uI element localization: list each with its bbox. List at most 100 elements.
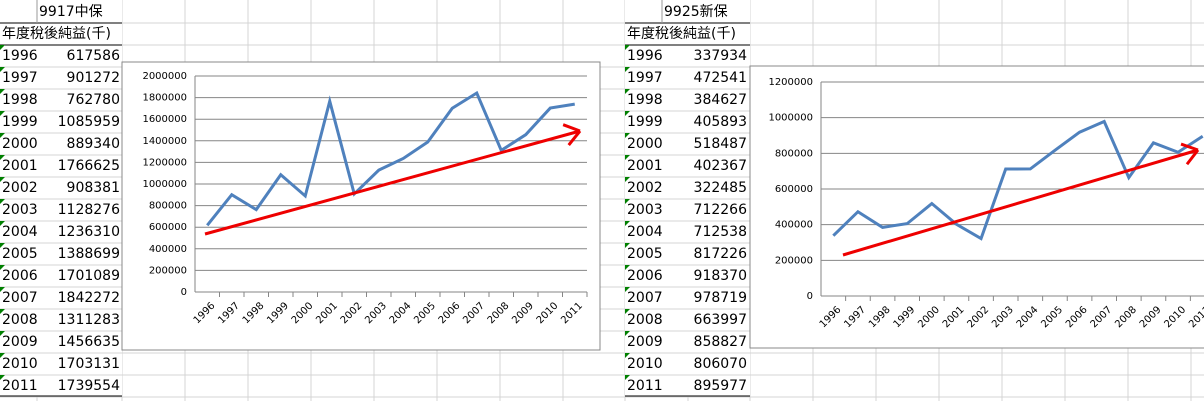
value-cell: 895977 <box>694 378 747 394</box>
table-header: 年度稅後純益(千) <box>2 26 111 42</box>
year-cell: 2006 <box>2 268 38 284</box>
year-cell: 1998 <box>627 92 663 108</box>
y-tick-label: 600000 <box>149 222 187 233</box>
cell-marker <box>0 331 5 336</box>
arrow-head <box>1185 149 1200 166</box>
cell-marker <box>625 67 630 72</box>
cell-marker <box>625 177 630 182</box>
y-tick-label: 800000 <box>149 201 187 212</box>
y-tick-label: 400000 <box>149 244 187 255</box>
cell-marker <box>625 243 630 248</box>
y-tick-label: 0 <box>807 291 813 302</box>
year-cell: 2007 <box>2 290 38 306</box>
year-cell: 2008 <box>627 312 663 328</box>
year-cell: 1996 <box>627 48 663 64</box>
value-cell: 817226 <box>694 246 748 262</box>
cell-marker <box>0 287 5 292</box>
value-cell: 1236310 <box>58 224 120 240</box>
value-cell: 1842272 <box>58 290 120 306</box>
cell-marker <box>625 309 630 314</box>
year-cell: 2011 <box>627 378 663 394</box>
cell-marker <box>0 243 5 248</box>
value-cell: 617586 <box>67 48 121 64</box>
value-cell: 405893 <box>694 114 747 130</box>
cell-marker <box>0 309 5 314</box>
table-header: 年度稅後純益(千) <box>627 26 736 42</box>
cell-marker <box>0 199 5 204</box>
year-cell: 2004 <box>627 224 663 240</box>
cell-marker <box>625 45 630 50</box>
table-title: 9925新保 <box>664 4 728 20</box>
value-cell: 908381 <box>67 180 120 196</box>
year-cell: 2010 <box>2 356 38 372</box>
cell-marker <box>625 111 630 116</box>
value-cell: 918370 <box>694 268 747 284</box>
value-cell: 1701089 <box>58 268 120 284</box>
year-cell: 2000 <box>627 136 663 152</box>
year-cell: 2004 <box>2 224 38 240</box>
cell-marker <box>625 287 630 292</box>
cell-marker <box>625 221 630 226</box>
year-cell: 2001 <box>627 158 663 174</box>
year-cell: 2001 <box>2 158 38 174</box>
value-cell: 1388699 <box>58 246 120 262</box>
year-cell: 2007 <box>627 290 663 306</box>
y-tick-label: 1200000 <box>142 157 187 168</box>
year-cell: 1999 <box>627 114 663 130</box>
cell-marker <box>625 331 630 336</box>
year-cell: 2005 <box>627 246 663 262</box>
value-cell: 1311283 <box>58 312 120 328</box>
value-cell: 806070 <box>694 356 747 372</box>
cell-marker <box>0 177 5 182</box>
y-tick-label: 2000000 <box>142 71 187 82</box>
arrow-head <box>562 123 581 133</box>
value-cell: 712266 <box>694 202 748 218</box>
arrow-head <box>1180 142 1199 152</box>
y-tick-label: 800000 <box>775 148 813 159</box>
year-cell: 2009 <box>627 334 663 350</box>
value-cell: 889340 <box>67 136 120 152</box>
chart-frame <box>749 65 1204 349</box>
year-cell: 2005 <box>2 246 38 262</box>
year-cell: 2009 <box>2 334 38 350</box>
cell-marker <box>625 353 630 358</box>
value-cell: 337934 <box>694 48 748 64</box>
value-cell: 712538 <box>694 224 747 240</box>
year-cell: 2003 <box>2 202 38 218</box>
cell-marker <box>0 375 5 380</box>
data-line <box>832 119 1204 241</box>
cell-marker <box>0 155 5 160</box>
value-cell: 322485 <box>694 180 747 196</box>
y-tick-label: 1000000 <box>768 113 813 124</box>
cell-marker <box>625 133 630 138</box>
trend-arrow <box>842 148 1199 257</box>
cell-marker <box>625 375 630 380</box>
year-cell: 1996 <box>2 48 38 64</box>
cell-marker <box>625 199 630 204</box>
y-tick-label: 200000 <box>149 265 187 276</box>
year-cell: 2002 <box>2 180 38 196</box>
year-cell: 1997 <box>2 70 38 86</box>
year-cell: 2011 <box>2 378 38 394</box>
cell-marker <box>625 155 630 160</box>
value-cell: 402367 <box>694 158 747 174</box>
year-cell: 2003 <box>627 202 663 218</box>
trend-arrow <box>204 129 581 236</box>
y-tick-label: 400000 <box>775 220 813 231</box>
year-cell: 2000 <box>2 136 38 152</box>
y-tick-label: 0 <box>181 287 187 298</box>
value-cell: 472541 <box>694 70 747 86</box>
year-cell: 1999 <box>2 114 38 130</box>
value-cell: 1766625 <box>58 158 120 174</box>
value-cell: 1703131 <box>58 356 120 372</box>
year-cell: 2006 <box>627 268 663 284</box>
y-tick-label: 1800000 <box>142 93 187 104</box>
cell-marker <box>0 67 5 72</box>
y-tick-label: 200000 <box>775 255 813 266</box>
cell-marker <box>625 89 630 94</box>
y-tick-label: 1400000 <box>142 136 187 147</box>
cell-marker <box>0 111 5 116</box>
value-cell: 1085959 <box>58 114 120 130</box>
value-cell: 858827 <box>694 334 747 350</box>
cell-marker <box>0 265 5 270</box>
